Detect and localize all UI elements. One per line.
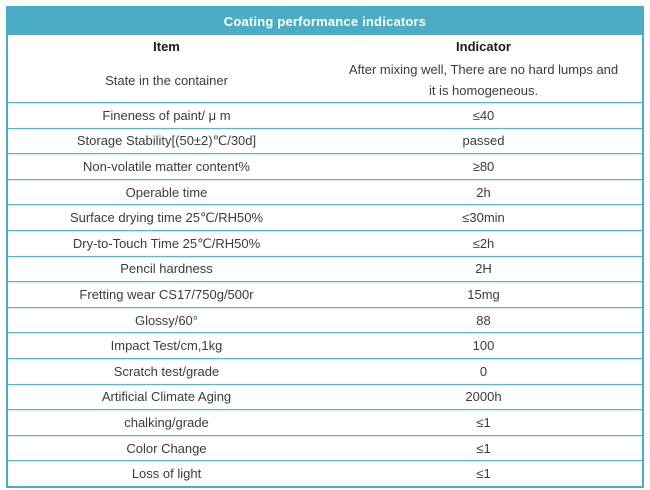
item-cell: Color Change xyxy=(126,440,207,456)
item-cell: Storage Stability[(50±2)℃/30d] xyxy=(76,133,257,149)
table-row: Storage Stability[(50±2)℃/30d] passed xyxy=(8,127,642,154)
column-header-item: Item xyxy=(153,39,180,54)
item-cell: Non-volatile matter content% xyxy=(83,158,250,174)
table-row: Loss of light ≤1 xyxy=(8,460,642,486)
indicator-cell: passed xyxy=(462,133,505,149)
item-cell: Artificial Climate Aging xyxy=(101,389,232,405)
table-row: Scratch test/grade 0 xyxy=(8,357,642,384)
indicator-cell: 0 xyxy=(479,363,488,379)
indicator-cell: ≤2h xyxy=(472,235,495,251)
indicator-cell: ≤30min xyxy=(462,210,505,226)
table-title: Coating performance indicators xyxy=(8,8,642,35)
item-cell: Surface drying time 25℃/RH50% xyxy=(69,210,264,226)
item-cell: Scratch test/grade xyxy=(113,363,220,379)
table-header-row: Item Indicator xyxy=(8,35,642,58)
item-cell: Operable time xyxy=(125,184,208,200)
indicator-cell: 88 xyxy=(476,312,491,328)
table-body: State in the container After mixing well… xyxy=(8,58,642,486)
item-cell: Loss of light xyxy=(131,466,202,482)
item-cell: Fretting wear CS17/750g/500r xyxy=(79,286,254,302)
item-cell: Pencil hardness xyxy=(120,261,213,277)
indicator-cell: 2H xyxy=(475,261,492,277)
indicator-cell: After mixing well, There are no hard lum… xyxy=(348,62,619,98)
item-cell: Fineness of paint/ μ m xyxy=(102,107,231,123)
table-row: Impact Test/cm,1kg 100 xyxy=(8,332,642,358)
table-row: Dry-to-Touch Time 25℃/RH50% ≤2h xyxy=(8,229,642,256)
indicator-cell: ≤40 xyxy=(472,107,495,123)
indicator-cell: ≤1 xyxy=(476,414,491,430)
table-row: Fretting wear CS17/750g/500r 15mg xyxy=(8,281,642,307)
table-row: Artificial Climate Aging 2000h xyxy=(8,383,642,410)
table-row: Surface drying time 25℃/RH50% ≤30min xyxy=(8,204,642,230)
indicator-cell: 100 xyxy=(472,338,495,354)
indicator-cell: 2h xyxy=(476,184,491,200)
table-row: Non-volatile matter content% ≥80 xyxy=(8,153,642,179)
indicator-cell: 15mg xyxy=(467,286,500,302)
column-header-indicator: Indicator xyxy=(456,39,511,54)
table-row: Glossy/60° 88 xyxy=(8,306,642,333)
indicator-cell: ≥80 xyxy=(472,158,495,174)
item-cell: chalking/grade xyxy=(124,414,209,430)
table-row: chalking/grade ≤1 xyxy=(8,409,642,435)
item-cell: State in the container xyxy=(105,72,228,88)
indicator-cell: 2000h xyxy=(465,389,502,405)
item-cell: Dry-to-Touch Time 25℃/RH50% xyxy=(72,235,261,251)
table-row: State in the container After mixing well… xyxy=(8,58,642,102)
indicator-cell: ≤1 xyxy=(476,466,491,482)
table-row: Fineness of paint/ μ m ≤40 xyxy=(8,102,642,128)
table-row: Operable time 2h xyxy=(8,178,642,205)
table-row: Pencil hardness 2H xyxy=(8,255,642,282)
item-cell: Glossy/60° xyxy=(134,312,198,328)
indicator-cell: ≤1 xyxy=(476,440,491,456)
table-row: Color Change ≤1 xyxy=(8,434,642,461)
item-cell: Impact Test/cm,1kg xyxy=(110,338,223,354)
coating-performance-table: Coating performance indicators Item Indi… xyxy=(6,6,644,488)
